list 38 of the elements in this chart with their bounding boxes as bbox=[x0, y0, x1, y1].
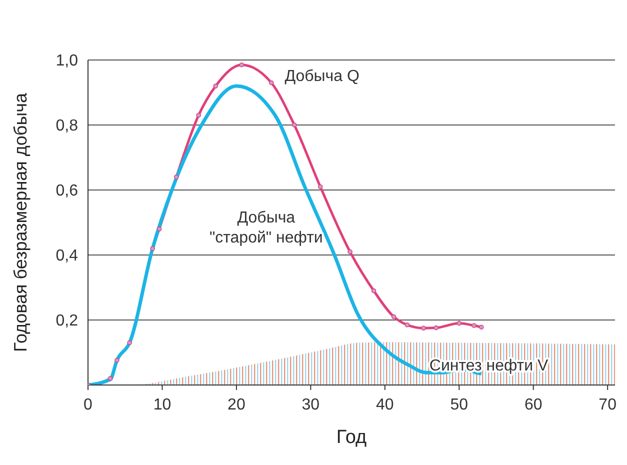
series-label: Добыча Q bbox=[284, 68, 360, 86]
series-label: Добыча "старой" нефти bbox=[209, 210, 323, 246]
x-tick-label: 40 bbox=[376, 396, 394, 414]
point bbox=[150, 246, 155, 251]
point bbox=[174, 174, 179, 180]
y-tick-label: 0,4 bbox=[56, 248, 78, 265]
point bbox=[156, 226, 162, 232]
point bbox=[421, 326, 426, 331]
x-axis-title: Год bbox=[336, 427, 367, 448]
point bbox=[434, 325, 439, 330]
point bbox=[239, 62, 244, 68]
point bbox=[404, 322, 410, 328]
x-tick-label: 10 bbox=[153, 396, 172, 414]
x-tick-label: 0 bbox=[84, 396, 93, 414]
x-tick-label: 50 bbox=[450, 396, 468, 414]
x-tick-label: 60 bbox=[524, 396, 542, 414]
point bbox=[456, 320, 462, 326]
point bbox=[108, 376, 113, 381]
point bbox=[196, 112, 201, 118]
y-axis-title: Годовая безразмерная добыча bbox=[10, 92, 30, 352]
point bbox=[292, 122, 297, 128]
y-tick-label: 0,8 bbox=[56, 118, 78, 135]
x-tick-label: 70 bbox=[598, 396, 617, 414]
point bbox=[348, 249, 352, 254]
point bbox=[268, 80, 274, 86]
point bbox=[213, 84, 218, 88]
point bbox=[371, 288, 376, 294]
point bbox=[318, 184, 323, 190]
y-tick-label: 1,0 bbox=[56, 52, 78, 70]
y-tick-label: 0,2 bbox=[56, 312, 78, 330]
y-tick-label: 0,6 bbox=[56, 182, 78, 200]
point bbox=[127, 340, 132, 346]
point bbox=[478, 324, 484, 330]
point bbox=[391, 314, 396, 320]
point bbox=[472, 323, 476, 328]
x-tick-label: 20 bbox=[228, 396, 246, 414]
point bbox=[114, 358, 120, 363]
x-tick-label: 30 bbox=[302, 396, 320, 414]
